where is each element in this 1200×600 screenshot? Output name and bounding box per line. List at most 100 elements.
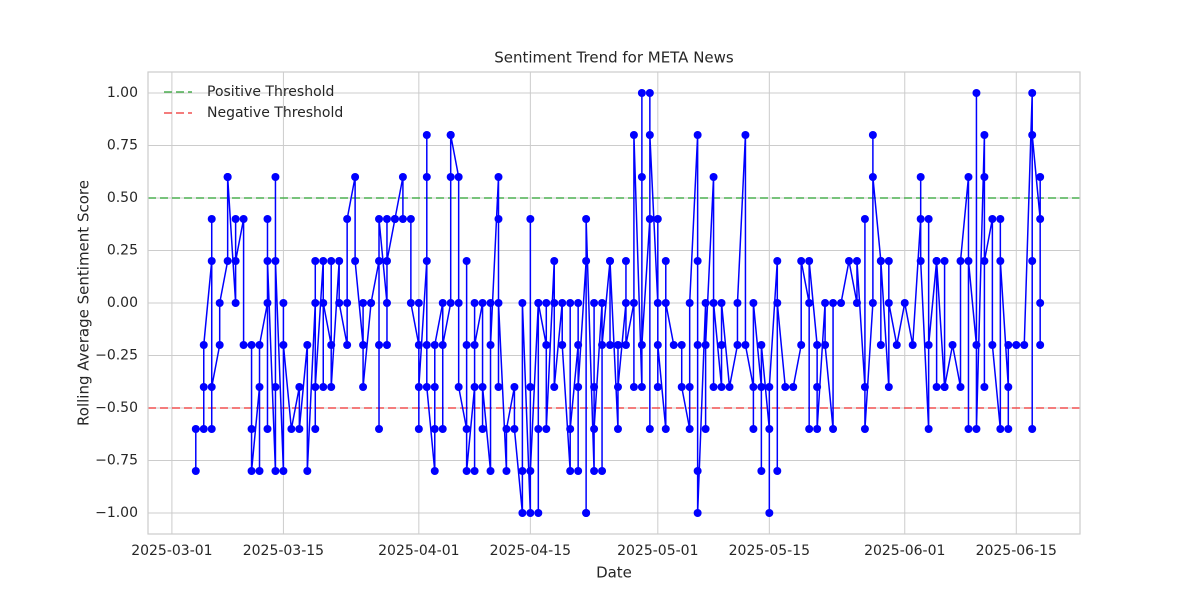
data-point (813, 425, 822, 433)
data-point (207, 383, 216, 391)
x-tick-label: 2025-06-01 (864, 543, 945, 559)
data-point (876, 341, 885, 349)
data-point (598, 467, 607, 475)
data-point (1028, 425, 1037, 433)
data-point (629, 131, 638, 139)
data-point (765, 383, 774, 391)
data-point (215, 299, 224, 307)
data-point (765, 509, 774, 517)
data-point (717, 341, 726, 349)
data-point (980, 383, 989, 391)
data-point (964, 173, 973, 181)
data-point (582, 215, 591, 223)
data-point (598, 341, 607, 349)
data-point (462, 257, 471, 265)
legend: Positive Threshold Negative Threshold (164, 84, 343, 121)
data-point (343, 341, 352, 349)
data-point (749, 383, 758, 391)
data-point (231, 257, 240, 265)
data-point (319, 299, 328, 307)
data-point (1036, 173, 1045, 181)
data-point (606, 257, 615, 265)
data-point (1004, 341, 1013, 349)
y-tick-label: 0.75 (107, 138, 138, 154)
data-point (518, 467, 527, 475)
data-point (916, 257, 925, 265)
data-point (948, 341, 957, 349)
x-tick-label: 2025-03-15 (243, 543, 324, 559)
data-point (486, 299, 495, 307)
data-point (534, 425, 543, 433)
data-point (582, 509, 591, 517)
data-point (343, 215, 352, 223)
data-point (924, 341, 933, 349)
data-point (1004, 425, 1013, 433)
data-point (414, 341, 423, 349)
data-point (717, 299, 726, 307)
data-point (900, 299, 909, 307)
data-point (271, 467, 280, 475)
data-point (805, 257, 814, 265)
data-point (311, 425, 320, 433)
data-point (1028, 131, 1037, 139)
data-point (414, 299, 423, 307)
data-point (279, 299, 288, 307)
data-point (327, 341, 336, 349)
data-point (685, 425, 694, 433)
y-tick-label: −0.50 (95, 400, 138, 416)
data-point (470, 299, 479, 307)
data-point (837, 299, 846, 307)
data-point (693, 509, 702, 517)
data-point (263, 425, 272, 433)
data-point (677, 341, 686, 349)
data-point (470, 341, 479, 349)
data-point (661, 257, 670, 265)
data-point (534, 509, 543, 517)
data-point (884, 299, 893, 307)
data-point (773, 467, 782, 475)
data-point (279, 467, 288, 475)
data-point (637, 173, 646, 181)
y-tick-label: 1.00 (107, 85, 138, 101)
data-point (613, 425, 622, 433)
data-point (247, 341, 256, 349)
data-point (223, 257, 232, 265)
y-tick-label: −0.25 (95, 348, 138, 364)
data-point (311, 257, 320, 265)
data-point (303, 467, 312, 475)
data-point (343, 299, 352, 307)
data-point (510, 383, 519, 391)
data-point (478, 299, 487, 307)
data-point (359, 341, 368, 349)
data-point (247, 425, 256, 433)
x-tick-label: 2025-06-15 (976, 543, 1057, 559)
legend-label: Negative Threshold (207, 105, 343, 121)
data-point (494, 215, 503, 223)
data-point (542, 299, 551, 307)
data-point (390, 215, 399, 223)
data-point (550, 257, 559, 265)
data-point (454, 383, 463, 391)
data-point (813, 383, 822, 391)
data-point (430, 341, 439, 349)
data-point (693, 257, 702, 265)
data-point (645, 425, 654, 433)
data-point (868, 299, 877, 307)
data-point (518, 509, 527, 517)
data-point (454, 299, 463, 307)
data-point (980, 173, 989, 181)
line-series (195, 92, 1041, 514)
data-point (207, 215, 216, 223)
data-point (717, 383, 726, 391)
data-point (526, 215, 535, 223)
data-point (566, 299, 575, 307)
data-point (478, 383, 487, 391)
data-point (558, 299, 567, 307)
data-point (438, 341, 447, 349)
data-point (470, 383, 479, 391)
data-point (797, 341, 806, 349)
data-point (207, 257, 216, 265)
data-point (231, 299, 240, 307)
data-point (550, 299, 559, 307)
x-tick-label: 2025-05-01 (617, 543, 698, 559)
